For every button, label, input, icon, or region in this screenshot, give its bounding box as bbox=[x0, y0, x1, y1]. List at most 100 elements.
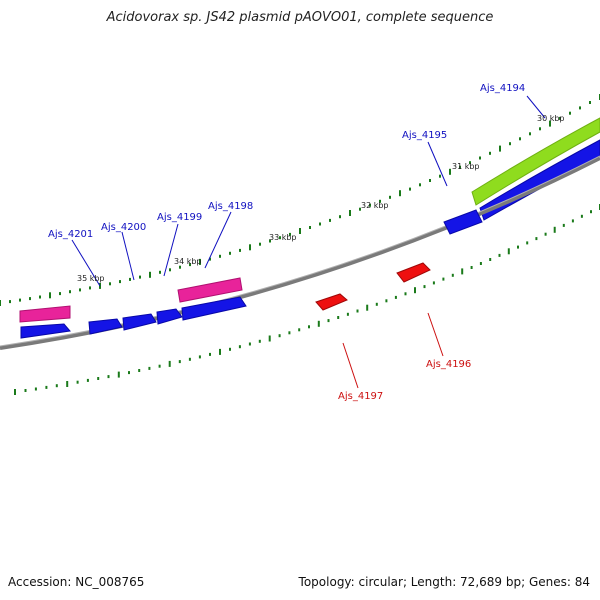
scale-tick bbox=[559, 116, 561, 120]
scale-tick bbox=[498, 253, 501, 257]
gene-label-Ajs_4199[interactable]: Ajs_4199 bbox=[157, 212, 202, 223]
gene-Ajs_4197[interactable] bbox=[315, 293, 348, 311]
scale-tick bbox=[129, 277, 131, 281]
scale-tick bbox=[39, 295, 41, 299]
topology-summary: Topology: circular; Length: 72,689 bp; G… bbox=[298, 575, 590, 589]
scale-tick bbox=[209, 352, 211, 356]
scale-tick bbox=[29, 297, 31, 301]
gene-label-Ajs_4194[interactable]: Ajs_4194 bbox=[480, 83, 525, 94]
kbp-label-33: 33 kbp bbox=[269, 233, 297, 242]
scale-tick bbox=[109, 282, 111, 286]
scale-tick bbox=[239, 248, 241, 252]
inner-scale-ticks bbox=[14, 204, 600, 395]
scale-tick bbox=[580, 214, 583, 218]
scale-tick bbox=[349, 210, 351, 216]
gene-label-Ajs_4196[interactable]: Ajs_4196 bbox=[426, 359, 471, 370]
scale-tick bbox=[268, 335, 271, 342]
scale-tick bbox=[179, 265, 181, 269]
scale-tick bbox=[339, 215, 341, 219]
scale-tick bbox=[470, 266, 473, 269]
scale-tick bbox=[385, 299, 388, 303]
scale-tick bbox=[499, 145, 501, 152]
scale-tick bbox=[289, 232, 291, 236]
scale-tick bbox=[337, 316, 340, 319]
scale-tick bbox=[509, 142, 511, 146]
scale-tick bbox=[229, 251, 231, 255]
scale-tick bbox=[375, 302, 378, 306]
kbp-label-34: 34 kbp bbox=[174, 257, 202, 266]
scale-tick bbox=[479, 156, 481, 160]
scale-tick bbox=[535, 237, 538, 241]
scale-tick bbox=[379, 199, 381, 203]
scale-tick bbox=[209, 257, 211, 261]
gene-label-Ajs_4201[interactable]: Ajs_4201 bbox=[48, 229, 93, 240]
scale-tick bbox=[571, 219, 574, 223]
gene-Ajs_4199[interactable] bbox=[156, 308, 183, 325]
gene-Ajs_4200[interactable] bbox=[88, 318, 123, 335]
scale-tick bbox=[97, 377, 100, 380]
scale-tick bbox=[199, 258, 201, 265]
scale-tick bbox=[459, 165, 461, 169]
scale-tick bbox=[69, 290, 71, 294]
label-leaders bbox=[71, 95, 546, 389]
scale-tick bbox=[189, 263, 191, 267]
scale-tick bbox=[169, 268, 171, 272]
scale-tick bbox=[451, 273, 454, 277]
scale-tick bbox=[308, 325, 310, 329]
scale-tick bbox=[423, 285, 426, 289]
scale-tick bbox=[168, 360, 171, 367]
scale-tick bbox=[219, 254, 221, 258]
scale-tick bbox=[278, 334, 281, 338]
scale-tick bbox=[539, 127, 541, 131]
gene-Ajs_4200a[interactable] bbox=[122, 313, 157, 331]
scale-tick bbox=[519, 137, 521, 141]
gene-Ajs_4201[interactable] bbox=[20, 323, 71, 339]
gene-label-Ajs_4198[interactable]: Ajs_4198 bbox=[208, 201, 253, 212]
scale-tick bbox=[49, 292, 51, 299]
scale-tick bbox=[288, 331, 291, 335]
scale-tick bbox=[298, 328, 301, 332]
scale-tick bbox=[569, 111, 571, 115]
green-feature-band bbox=[471, 117, 600, 206]
scale-tick bbox=[139, 275, 141, 279]
scale-tick bbox=[461, 268, 464, 275]
magenta-feature-4198 bbox=[177, 277, 243, 303]
scale-tick bbox=[259, 242, 261, 246]
scale-tick bbox=[299, 228, 301, 234]
gene-Ajs_4198[interactable] bbox=[181, 296, 247, 321]
scale-tick bbox=[158, 364, 161, 368]
scale-tick bbox=[34, 387, 37, 391]
scale-tick bbox=[517, 245, 519, 249]
scale-tick bbox=[414, 287, 416, 294]
scale-tick bbox=[553, 226, 556, 233]
scale-tick bbox=[149, 271, 151, 278]
scale-tick bbox=[159, 270, 161, 274]
scale-tick bbox=[89, 286, 91, 290]
scale-tick bbox=[269, 239, 271, 243]
gene-label-Ajs_4200[interactable]: Ajs_4200 bbox=[101, 222, 146, 233]
gene-Ajs_4195[interactable] bbox=[443, 209, 483, 235]
scale-tick bbox=[14, 389, 16, 395]
scale-tick bbox=[258, 339, 261, 343]
scale-tick bbox=[579, 106, 581, 110]
scale-tick bbox=[138, 369, 141, 372]
gene-Ajs_4196[interactable] bbox=[396, 262, 431, 283]
scale-tick bbox=[229, 347, 231, 351]
accession-text: Accession: NC_008765 bbox=[8, 575, 145, 589]
scale-tick bbox=[128, 371, 130, 375]
kbp-label-35: 35 kbp bbox=[77, 274, 105, 283]
scale-tick bbox=[590, 210, 592, 214]
scale-tick bbox=[409, 187, 411, 191]
scale-tick bbox=[356, 309, 359, 313]
scale-tick bbox=[119, 280, 121, 284]
gene-label-Ajs_4195[interactable]: Ajs_4195 bbox=[402, 130, 447, 141]
scale-tick bbox=[198, 355, 201, 359]
gene-label-Ajs_4197[interactable]: Ajs_4197 bbox=[338, 391, 383, 402]
scale-tick bbox=[188, 357, 191, 361]
scale-tick bbox=[219, 348, 221, 355]
scale-tick bbox=[317, 320, 320, 327]
scale-tick bbox=[346, 312, 349, 316]
scale-tick bbox=[309, 226, 311, 229]
scale-tick bbox=[248, 342, 251, 346]
scale-tick bbox=[394, 295, 397, 299]
